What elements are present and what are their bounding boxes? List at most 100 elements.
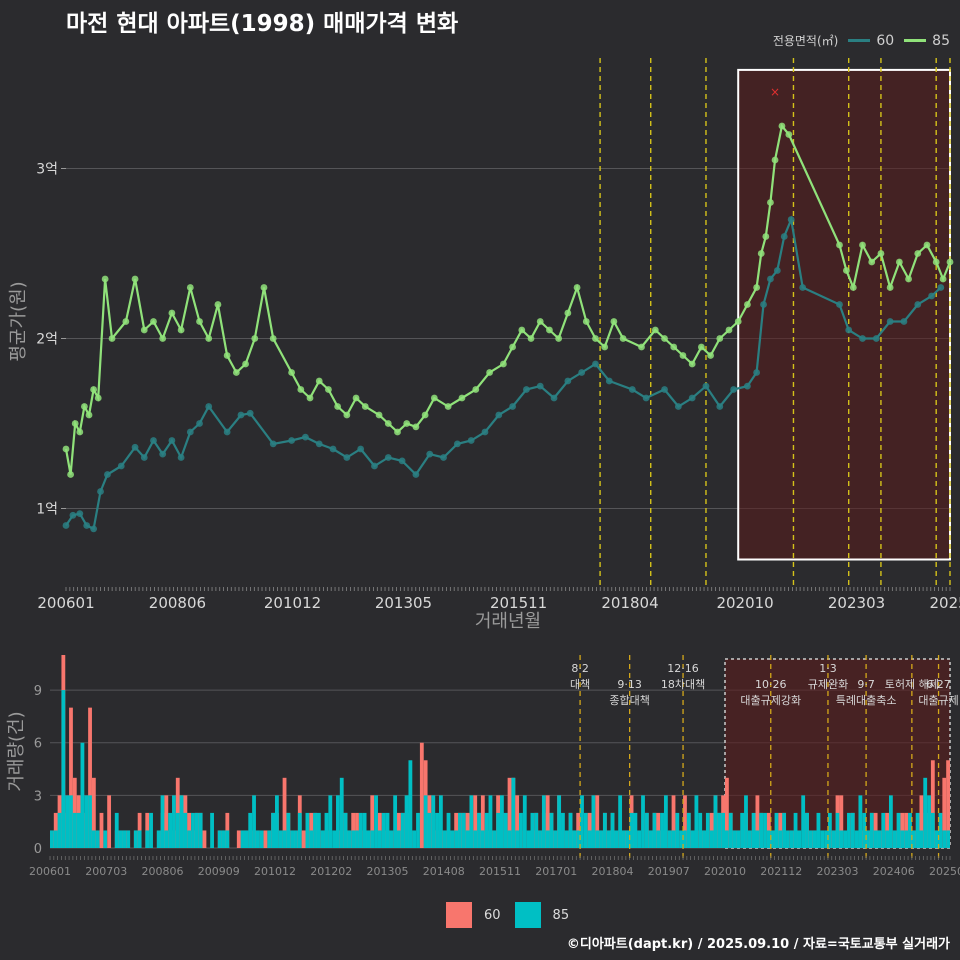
bar-85 [606,830,611,848]
bar-85 [610,812,615,848]
bar-85 [362,812,367,848]
data-point-85 [601,343,609,351]
bar-85 [690,830,695,848]
bar-85 [438,795,443,848]
bar-85 [160,795,165,848]
bar-85 [766,830,771,848]
bar-x-tick-label: 201907 [648,865,690,878]
bar-85 [164,830,169,848]
data-point-60 [564,377,572,385]
bar-85 [183,812,188,848]
data-point-60 [371,462,378,470]
bar-85 [816,812,821,848]
bar-85 [221,830,226,848]
bar-85 [824,830,828,848]
bar-85 [541,795,546,848]
bar-85 [805,812,809,848]
bar-x-tick-label: 200806 [142,865,184,878]
bar-85 [679,830,684,848]
data-point-85 [564,309,572,317]
data-point-85 [753,284,761,291]
bar-x-tick-label: 201012 [254,865,296,878]
bar-85 [667,830,672,848]
bar-85 [118,830,123,848]
bar-85 [416,812,420,848]
data-point-85 [859,241,866,249]
bar-85 [580,795,584,848]
bar-85 [492,830,497,848]
bar-85 [275,795,279,848]
bar-85 [122,830,127,848]
bar-85 [850,812,855,848]
data-point-85 [223,352,231,359]
bar-85 [450,830,455,848]
bar-85 [50,830,54,848]
policy-date: 12·16 [667,662,699,675]
data-point-85 [260,284,268,291]
data-point-85 [688,360,696,368]
data-point-60 [836,301,843,308]
bar-85 [461,812,466,848]
data-point-60 [357,445,365,453]
bar-85 [629,812,634,848]
data-point-60 [914,301,922,308]
data-point-85 [679,352,687,359]
data-point-85 [269,335,277,342]
bar-60 [99,812,104,848]
bar-85 [564,830,569,848]
bar-x-tick-label: 200703 [85,865,127,878]
data-point-60 [398,457,406,465]
bar-85 [793,812,798,848]
data-point-60 [605,377,613,385]
bar-85 [95,830,100,848]
bar-60 [545,795,550,848]
data-point-85 [836,241,843,249]
data-point-60 [150,437,157,444]
bar-85 [862,812,867,848]
bar-85 [442,830,447,848]
bar-85 [843,830,848,848]
bar-85 [618,795,623,848]
data-point-85 [592,335,599,342]
bar-x-tick-label: 202406 [873,865,915,878]
data-point-60 [744,382,751,390]
bar-y-tick-label: 6 [34,737,42,752]
data-point-85 [444,403,452,410]
data-point-85 [697,343,705,351]
bar-85 [633,812,638,848]
bar-85 [801,795,806,848]
policy-date: 6·27 [926,678,951,691]
bar-85 [717,812,722,848]
bar-60 [930,760,935,848]
y-axis-label: 평균가(원) [8,281,29,361]
bar-85 [133,830,138,848]
bar-85 [763,812,767,848]
data-point-60 [937,284,945,291]
bar-85 [713,795,718,848]
legend-label-60: 60 [876,32,895,49]
data-point-60 [467,437,475,444]
data-point-60 [269,440,277,448]
bar-85 [381,812,386,848]
bar-85 [175,812,180,848]
bar-85 [660,812,664,848]
policy-label: 대출규제 [918,694,958,707]
data-point-85 [85,411,93,419]
data-point-85 [384,420,392,427]
bar-85 [736,830,741,848]
bar-60 [175,777,180,848]
data-point-60 [845,326,853,334]
bar-85 [656,830,661,848]
bar-x-tick-label: 201202 [310,865,352,878]
bar-85 [751,812,756,848]
bar-85 [80,742,85,848]
bar-60 [595,795,600,848]
bar-85 [65,795,70,848]
data-point-60 [384,454,392,461]
bar-y-tick-label: 3 [34,789,42,804]
x-tick-label: 202010 [716,594,773,612]
bar-y-axis-label: 거래량(건) [6,711,27,791]
bar-85 [927,795,931,848]
data-point-85 [90,386,98,393]
legend-title: 전용면적(㎡) [772,34,839,48]
